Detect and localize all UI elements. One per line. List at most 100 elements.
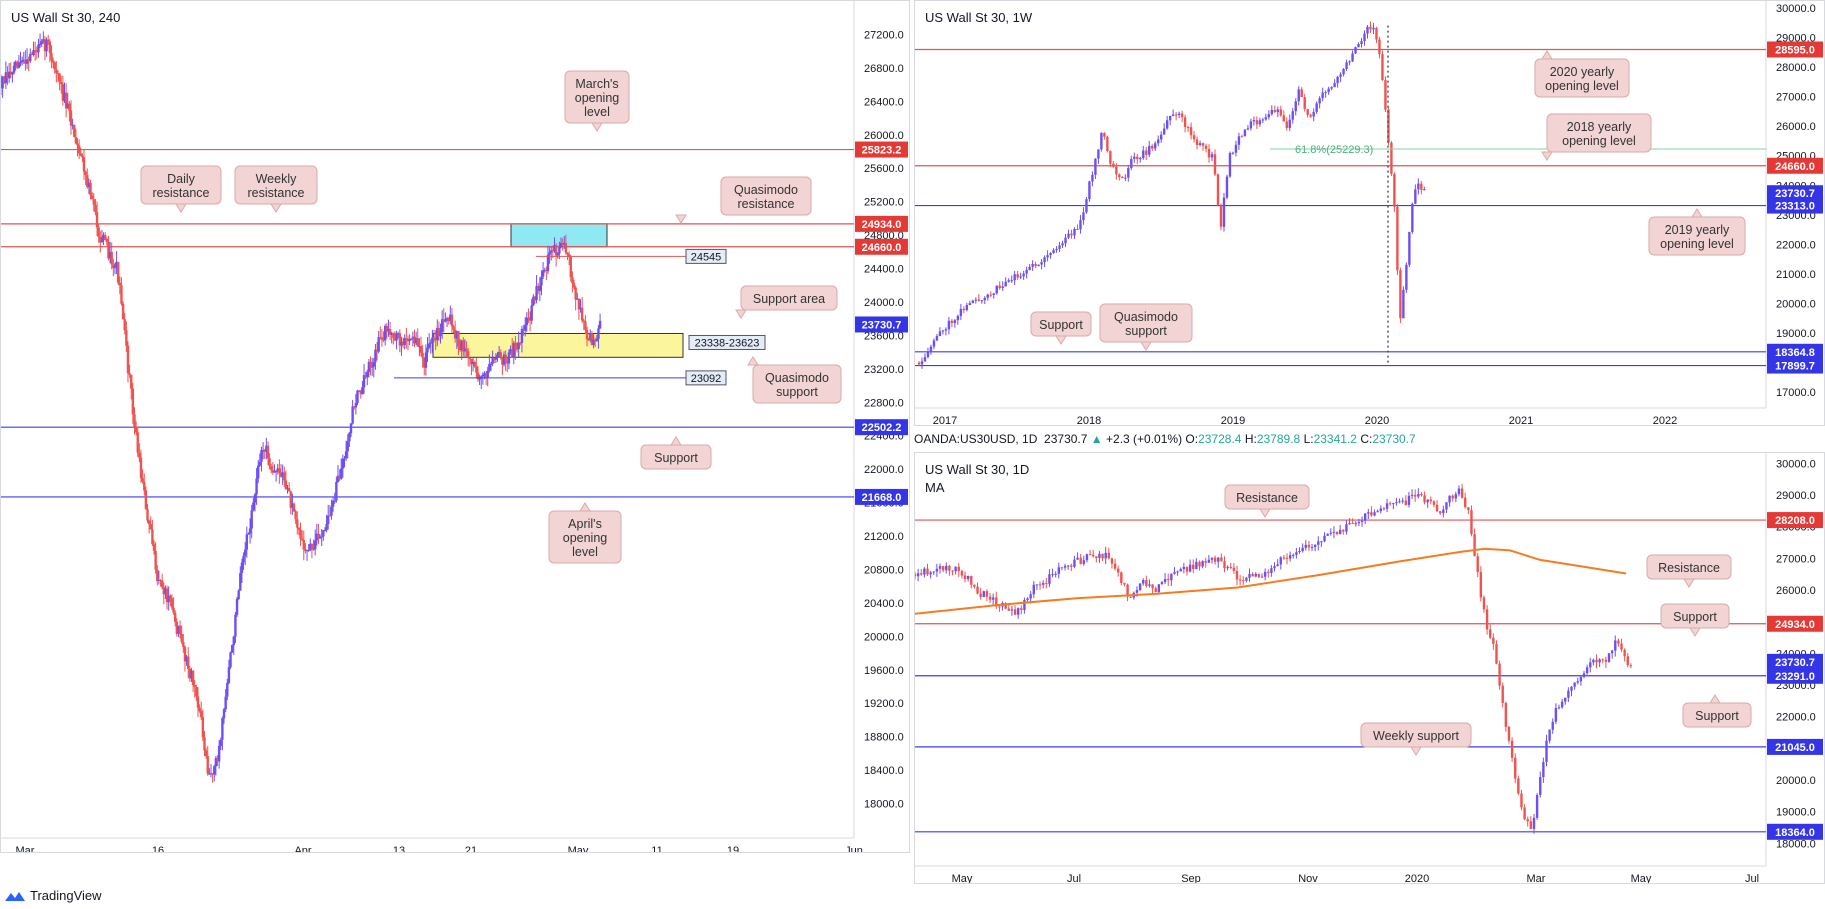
candle-body [139,457,143,479]
callout-label: Daily [167,172,196,186]
candle-body [356,390,359,403]
chart-svg-w1[interactable]: 30000.029000.028000.027000.026000.025000… [915,1,1824,425]
candle-body [1532,817,1536,829]
candle-body [953,320,957,324]
chart-pane-w1[interactable]: 30000.0 29000.0 28000.0 27000.0 26000.0 25000… [914,0,1825,426]
candle-body [460,340,463,351]
candle-body [1410,494,1414,496]
candle-body [1357,44,1360,48]
x-tick-label: 2017 [933,415,957,425]
chart-pane-d1[interactable]: 30000.029000.028000.027000.026000.025000… [914,452,1825,884]
candle-body [1237,136,1241,145]
chart-pane-h4[interactable]: 27200.0 26800.0 26400.0 26000.0 25600.0 25200… [0,0,910,853]
candle-body [424,352,428,368]
candle-body [1495,644,1498,664]
candle-body [203,737,206,751]
candle-body [1,76,4,89]
candle-body [268,458,271,467]
candle-body [489,363,493,365]
candle-body [977,299,980,301]
candle-body [364,375,367,378]
candle-body [512,342,515,358]
candle-body [1282,115,1285,122]
candle-body [278,468,281,474]
candle-body [476,372,480,379]
candle-body [1136,156,1139,160]
candle-body [592,339,595,346]
candle-body [989,294,992,296]
price-badge [1767,157,1823,174]
y-tick-label: 22000.0 [1776,712,1816,724]
candle-body [1248,573,1251,578]
candle-body [1066,565,1070,567]
candle-body [1384,80,1387,110]
candle-body [229,652,232,668]
candle-body [1055,248,1058,251]
candle-body [991,597,995,600]
price-badge [855,419,908,436]
candle-body [71,124,74,126]
candle-body [3,76,6,84]
candle-body [1145,150,1148,155]
callout-label: resistance [738,197,795,211]
price-badge-label: 22502.2 [862,422,902,434]
candle-body [541,270,545,277]
short-level-label: 23092 [691,373,722,385]
callout-label: Weekly support [1373,729,1459,743]
candle-body [572,283,576,288]
candle-body [382,339,385,341]
candle-body [40,41,43,44]
candle-body [1420,183,1423,190]
candle-body [1285,121,1288,129]
chart-svg-h4[interactable]: 27200.0 26800.0 26400.0 26000.0 25600.0 25200… [1,1,909,852]
candle-body [1157,139,1160,144]
candle-body [1576,681,1579,683]
candle-body [33,50,37,52]
tradingview-footer[interactable]: TradingView [4,888,102,903]
candle-body [1317,541,1320,545]
candle-body [369,361,372,368]
candle-body [1339,74,1342,77]
candle-body [1207,148,1211,158]
candle-body [1482,597,1486,610]
x-tick-label: 2019 [1221,415,1245,425]
candle-body [983,297,986,301]
candle-body [523,325,527,331]
candle-body [165,588,169,603]
candle-body [1220,557,1223,562]
candle-body [217,745,221,762]
candle-body [177,625,180,634]
candle-body [1381,54,1384,81]
candle-body [327,515,330,525]
y-tick-label: 19600.0 [864,665,904,677]
candle-body [1604,659,1608,662]
candle-body [530,305,533,321]
candle-body [291,503,294,508]
chart-svg-d1[interactable]: 30000.029000.028000.027000.026000.025000… [915,453,1824,883]
candle-body [941,566,945,571]
candle-body [543,269,546,271]
y-tick-label: 25600.0 [864,163,904,175]
candle-body [1439,511,1442,514]
candle-body [1159,134,1163,140]
candle-body [390,333,393,335]
candle-body [1388,503,1392,505]
candle-body [86,174,89,188]
candle-body [245,534,249,550]
candle-body [1052,250,1055,254]
candle-body [926,568,929,575]
candle-body [1260,576,1264,578]
open-value: 23728.4 [1198,432,1242,446]
candle-body [50,52,53,61]
candle-body [1367,512,1370,514]
candle-body [336,475,340,482]
candle-body [1312,111,1315,117]
candle-body [328,515,332,517]
candle-body [974,299,978,301]
candle-body [1529,821,1533,829]
candle-body [1321,92,1324,99]
candle-body [370,366,374,368]
candle-body [1195,561,1198,570]
x-tick-label: 2020 [1405,873,1429,883]
candle-body [1120,572,1123,584]
